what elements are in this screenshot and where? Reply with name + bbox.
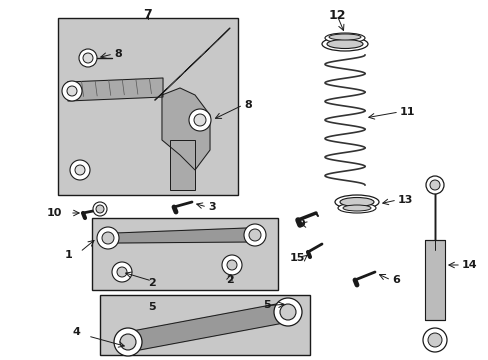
Ellipse shape bbox=[337, 203, 375, 213]
Bar bbox=[170, 140, 195, 190]
Circle shape bbox=[222, 255, 242, 275]
Text: 10: 10 bbox=[46, 208, 62, 218]
Circle shape bbox=[226, 260, 237, 270]
Circle shape bbox=[93, 202, 107, 216]
Ellipse shape bbox=[325, 33, 364, 43]
Circle shape bbox=[244, 224, 265, 246]
Text: 6: 6 bbox=[391, 275, 399, 285]
Ellipse shape bbox=[342, 205, 370, 211]
Circle shape bbox=[422, 328, 446, 352]
Circle shape bbox=[114, 328, 142, 356]
Circle shape bbox=[112, 262, 132, 282]
Circle shape bbox=[96, 205, 104, 213]
Circle shape bbox=[427, 333, 441, 347]
Circle shape bbox=[280, 304, 295, 320]
Ellipse shape bbox=[328, 34, 360, 40]
Circle shape bbox=[120, 334, 136, 350]
Text: 8: 8 bbox=[114, 49, 122, 59]
Text: 14: 14 bbox=[461, 260, 477, 270]
Circle shape bbox=[429, 180, 439, 190]
Circle shape bbox=[117, 267, 127, 277]
Circle shape bbox=[70, 160, 90, 180]
Text: 12: 12 bbox=[327, 9, 345, 22]
Ellipse shape bbox=[334, 195, 378, 209]
Circle shape bbox=[79, 49, 97, 67]
Bar bbox=[424, 240, 444, 320]
Circle shape bbox=[273, 298, 302, 326]
Text: 5: 5 bbox=[263, 300, 270, 310]
Text: 11: 11 bbox=[399, 107, 415, 117]
Text: 3: 3 bbox=[207, 202, 215, 212]
Circle shape bbox=[194, 114, 205, 126]
Text: 8: 8 bbox=[244, 100, 251, 110]
Circle shape bbox=[83, 53, 93, 63]
Ellipse shape bbox=[339, 198, 373, 207]
Bar bbox=[58, 18, 238, 195]
Circle shape bbox=[67, 86, 77, 96]
Text: 2: 2 bbox=[148, 278, 156, 288]
Bar bbox=[92, 218, 278, 290]
Text: 7: 7 bbox=[143, 8, 152, 21]
Polygon shape bbox=[116, 228, 246, 243]
Polygon shape bbox=[162, 88, 209, 170]
Text: 2: 2 bbox=[225, 275, 233, 285]
Circle shape bbox=[75, 165, 85, 175]
Circle shape bbox=[62, 81, 82, 101]
Ellipse shape bbox=[321, 37, 367, 51]
Text: 9: 9 bbox=[297, 219, 305, 229]
Bar bbox=[100, 295, 309, 355]
Circle shape bbox=[189, 109, 210, 131]
Text: 1: 1 bbox=[64, 250, 72, 260]
Circle shape bbox=[102, 232, 114, 244]
Circle shape bbox=[248, 229, 261, 241]
Polygon shape bbox=[126, 302, 289, 352]
Circle shape bbox=[425, 176, 443, 194]
Polygon shape bbox=[155, 28, 229, 100]
Circle shape bbox=[97, 227, 119, 249]
Text: 13: 13 bbox=[397, 195, 412, 205]
Polygon shape bbox=[68, 78, 163, 101]
Text: 15: 15 bbox=[289, 253, 305, 263]
Ellipse shape bbox=[326, 40, 362, 49]
Text: 4: 4 bbox=[72, 327, 80, 337]
Text: 5: 5 bbox=[148, 302, 156, 312]
